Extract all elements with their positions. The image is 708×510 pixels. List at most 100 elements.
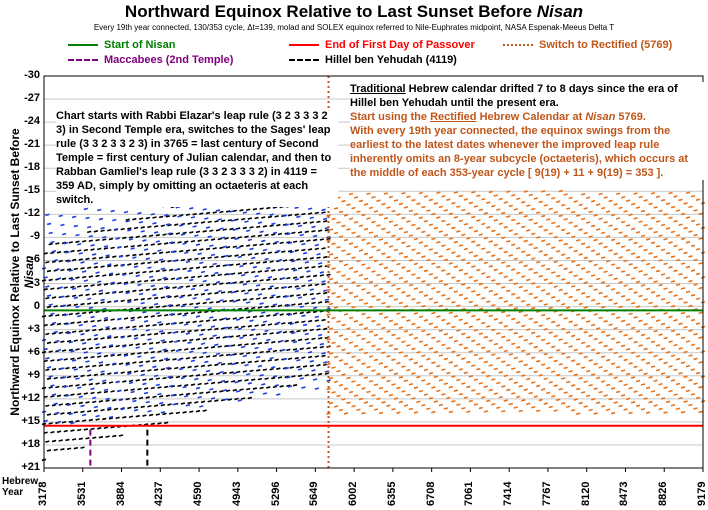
data-point <box>333 355 339 359</box>
data-point <box>333 306 339 309</box>
chart-subtitle: Every 19th year connected, 130/353 cycle… <box>93 23 615 32</box>
data-point <box>317 301 323 304</box>
data-point <box>256 284 261 287</box>
data-point <box>304 230 309 234</box>
data-point <box>194 401 199 404</box>
data-point <box>578 277 583 281</box>
data-point <box>556 349 561 352</box>
data-point <box>78 329 84 333</box>
data-point <box>486 374 491 378</box>
data-point <box>493 392 498 395</box>
data-point <box>125 254 130 257</box>
data-point <box>50 240 55 244</box>
data-point <box>220 362 226 366</box>
data-point <box>162 305 167 308</box>
data-point <box>187 222 192 225</box>
data-point <box>580 316 586 320</box>
data-point <box>630 202 636 206</box>
data-point <box>451 201 456 205</box>
data-point <box>625 273 631 277</box>
data-point <box>314 319 320 322</box>
data-point <box>102 381 107 385</box>
data-point <box>163 421 169 425</box>
data-point <box>541 214 546 218</box>
data-point <box>264 377 269 380</box>
data-point <box>88 239 94 242</box>
data-point <box>680 311 686 315</box>
data-point <box>633 192 638 195</box>
data-point <box>633 340 638 344</box>
data-point <box>386 379 391 383</box>
data-point <box>403 230 409 234</box>
data-point <box>531 405 536 409</box>
data-point <box>234 326 239 329</box>
data-point <box>648 376 653 379</box>
data-point <box>453 315 459 318</box>
data-point <box>580 267 586 270</box>
data-point <box>643 223 648 227</box>
data-point <box>418 191 424 195</box>
data-point <box>610 387 616 390</box>
data-point <box>297 338 303 342</box>
data-point <box>373 210 379 213</box>
data-point <box>463 396 469 399</box>
data-point <box>546 366 551 370</box>
data-point <box>506 363 511 367</box>
data-point <box>98 256 104 260</box>
data-point <box>396 238 401 241</box>
data-point <box>68 340 73 344</box>
data-point <box>665 227 671 230</box>
data-point <box>608 348 613 351</box>
data-point <box>541 388 546 391</box>
data-point <box>620 245 626 249</box>
data-point <box>127 263 132 266</box>
data-point <box>120 407 125 411</box>
data-point <box>401 216 406 220</box>
data-point <box>688 304 693 308</box>
data-point <box>107 300 112 304</box>
data-point <box>503 300 508 303</box>
data-point <box>653 206 658 209</box>
data-point <box>343 337 349 341</box>
data-point <box>600 231 606 235</box>
data-point <box>311 301 316 305</box>
data-point <box>573 274 578 278</box>
data-point <box>190 311 196 315</box>
data-point <box>326 263 331 267</box>
data-point <box>187 365 192 369</box>
data-point <box>543 327 548 331</box>
data-point <box>575 313 581 316</box>
data-point <box>343 313 349 316</box>
data-point <box>200 400 206 404</box>
data-point <box>610 213 616 217</box>
data-point <box>366 316 371 319</box>
data-point <box>169 340 174 343</box>
data-point <box>600 281 606 284</box>
data-point <box>441 269 446 272</box>
data-point <box>197 382 202 386</box>
data-point <box>157 242 162 246</box>
data-point <box>588 210 593 214</box>
data-point <box>296 358 301 362</box>
data-point <box>563 391 568 394</box>
data-point <box>393 199 399 202</box>
data-point <box>133 406 139 409</box>
data-point <box>538 398 543 402</box>
data-point <box>523 363 528 367</box>
data-point <box>90 320 95 323</box>
data-point <box>299 305 304 309</box>
data-point <box>75 377 80 380</box>
data-point <box>235 334 241 338</box>
data-point <box>68 420 73 424</box>
data-point <box>361 288 366 291</box>
data-point <box>165 215 171 218</box>
data-point <box>446 371 451 375</box>
data-point <box>388 270 394 273</box>
data-point <box>665 276 671 280</box>
data-point <box>551 345 556 349</box>
data-point <box>70 357 75 361</box>
data-point <box>570 359 576 362</box>
data-point <box>421 329 426 333</box>
data-point <box>565 355 571 359</box>
data-point <box>272 231 278 235</box>
